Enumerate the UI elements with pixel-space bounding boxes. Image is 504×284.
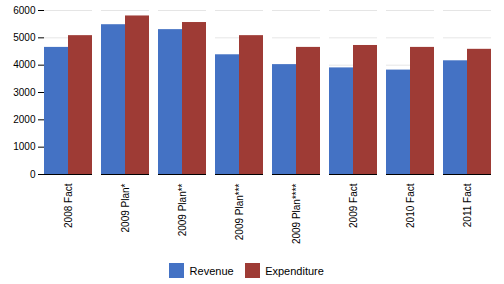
svg-text:4000: 4000 xyxy=(13,59,36,70)
svg-text:2009 Plan*: 2009 Plan* xyxy=(120,183,131,232)
svg-text:2000: 2000 xyxy=(13,114,36,125)
svg-text:2009 Fact: 2009 Fact xyxy=(348,183,359,228)
svg-text:1000: 1000 xyxy=(13,141,36,152)
svg-text:2010 Fact: 2010 Fact xyxy=(405,183,416,228)
svg-text:2009 Plan****: 2009 Plan**** xyxy=(291,183,302,244)
svg-text:2011 Fact: 2011 Fact xyxy=(462,183,473,227)
svg-text:2009 Plan**: 2009 Plan** xyxy=(177,183,188,236)
html-text:Revenue: Revenue xyxy=(189,264,234,277)
svg-text:6000: 6000 xyxy=(13,5,36,16)
svg-text:2008 Fact: 2008 Fact xyxy=(63,183,74,228)
svg-text:2009 Plan***: 2009 Plan*** xyxy=(234,183,245,240)
svg-text:3000: 3000 xyxy=(13,87,36,98)
svg-text:0: 0 xyxy=(30,169,36,180)
html-text:Expenditure: Expenditure xyxy=(265,264,324,277)
svg-text:5000: 5000 xyxy=(13,32,36,43)
